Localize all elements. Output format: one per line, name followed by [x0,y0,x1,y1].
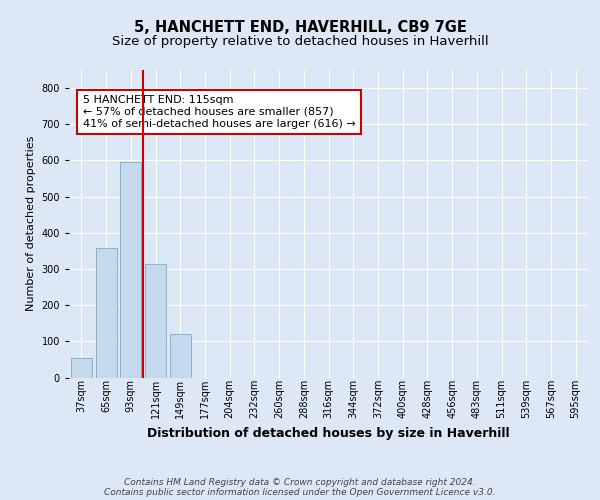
Bar [120,162,141,378]
Bar [95,248,116,378]
Text: Contains HM Land Registry data © Crown copyright and database right 2024.
Contai: Contains HM Land Registry data © Crown c… [104,478,496,497]
Text: Size of property relative to detached houses in Haverhill: Size of property relative to detached ho… [112,34,488,48]
Bar [170,334,191,378]
Text: 5, HANCHETT END, HAVERHILL, CB9 7GE: 5, HANCHETT END, HAVERHILL, CB9 7GE [134,20,466,35]
X-axis label: Distribution of detached houses by size in Haverhill: Distribution of detached houses by size … [147,426,510,440]
Bar [145,264,166,378]
Y-axis label: Number of detached properties: Number of detached properties [26,136,36,312]
Bar [71,358,92,378]
Text: 5 HANCHETT END: 115sqm
← 57% of detached houses are smaller (857)
41% of semi-de: 5 HANCHETT END: 115sqm ← 57% of detached… [83,96,355,128]
